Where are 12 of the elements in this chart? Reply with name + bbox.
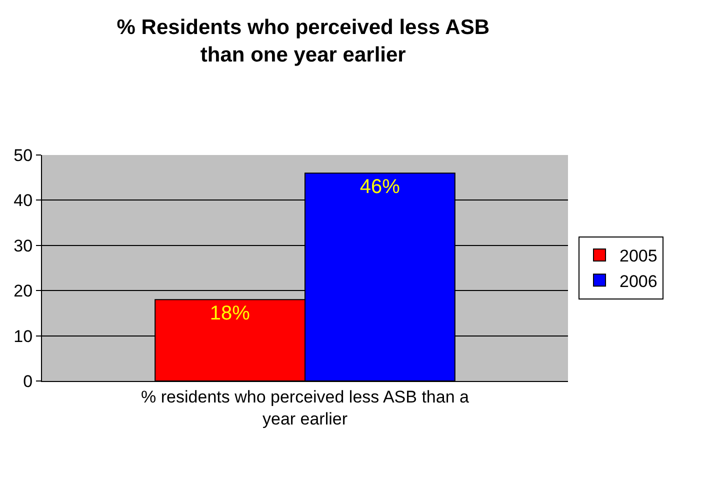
y-tick-label: 40	[14, 191, 33, 210]
chart-title: % Residents who perceived less ASB than one year earlier	[116, 16, 490, 66]
data-label: 18%	[210, 302, 250, 325]
legend-label: 2006	[620, 272, 658, 291]
y-tick-label: 20	[14, 282, 33, 301]
x-tick-label: % residents who perceived less ASB than a year earlier	[141, 387, 470, 428]
y-tick-label: 50	[14, 146, 33, 165]
legend-label: 2005	[620, 246, 658, 266]
y-tick-label: 10	[14, 326, 33, 346]
y-tick-label: 30	[14, 236, 33, 256]
data-label: 46%	[360, 176, 400, 198]
y-tick-label: 0	[23, 372, 33, 391]
